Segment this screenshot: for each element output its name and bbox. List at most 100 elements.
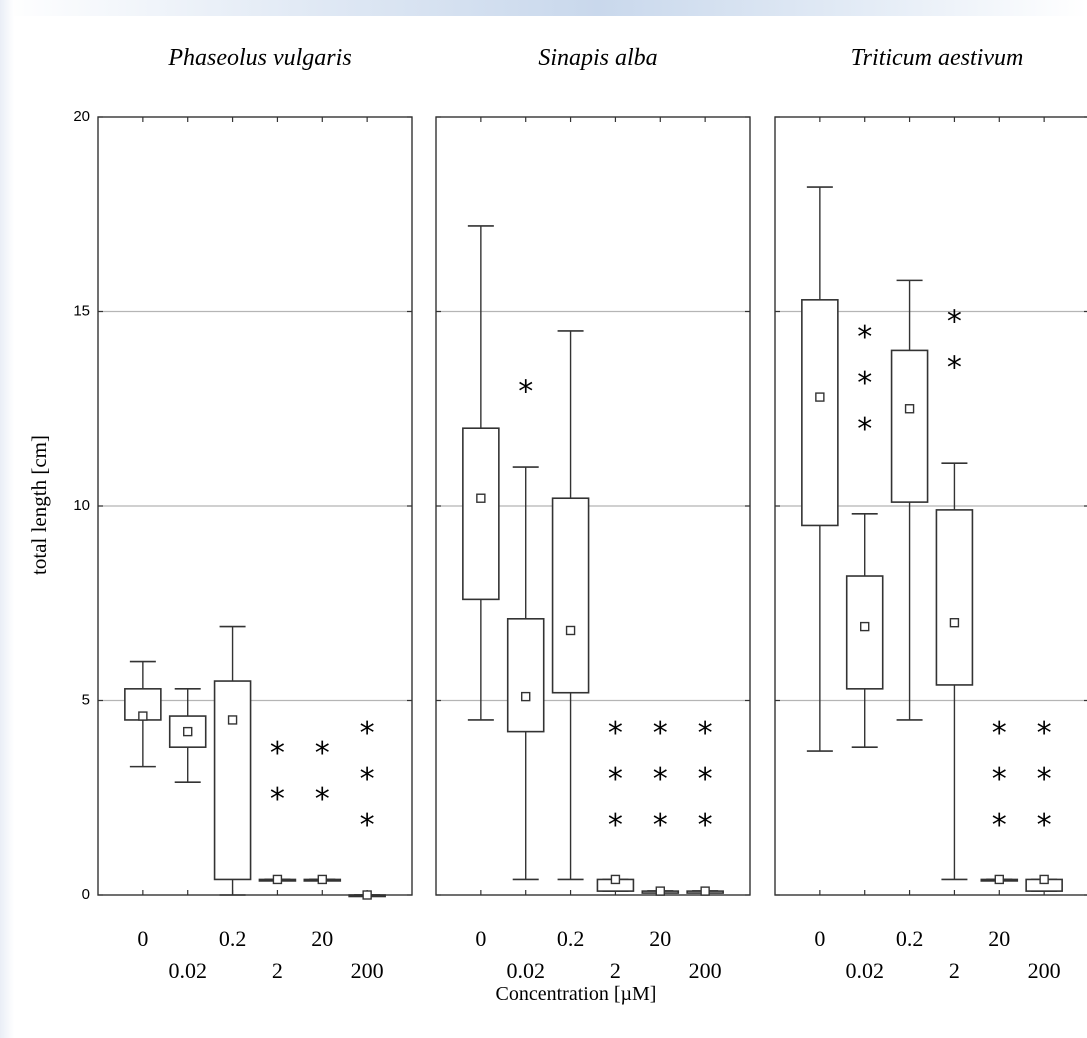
median-marker [227, 715, 238, 725]
median-marker [476, 493, 486, 503]
x-axis-label: Concentration [µM] [496, 983, 657, 1005]
x-tick-label: 0.2 [219, 926, 247, 951]
significance-star: * [518, 375, 533, 410]
y-axis-label: total length [cm] [27, 435, 51, 575]
iqr-box [551, 497, 590, 694]
panel-title: Sinapis alba [538, 45, 657, 71]
box-200 [1025, 874, 1063, 892]
median-marker [317, 874, 327, 885]
significance-star: * [653, 808, 668, 843]
panel-title: Phaseolus vulgaris [167, 45, 351, 71]
x-tick-label: 200 [1028, 958, 1061, 983]
significance-star: * [653, 716, 668, 751]
median-marker [860, 621, 870, 632]
x-tick-label: 0.02 [168, 958, 207, 983]
iqr-box [890, 349, 929, 503]
x-tick-label: 20 [311, 926, 333, 951]
significance-star: * [1037, 762, 1052, 797]
x-tick-label: 0.02 [506, 958, 545, 983]
box-200 [686, 886, 724, 896]
median-marker [815, 392, 825, 402]
x-tick-label: 0 [814, 926, 825, 951]
box-200 [348, 890, 386, 900]
significance-star: * [698, 762, 713, 797]
box-0 [801, 186, 839, 752]
median-marker [362, 890, 372, 900]
significance-star: * [608, 716, 623, 751]
x-tick-label: 200 [689, 958, 722, 983]
box-0.2 [890, 279, 929, 721]
median-marker [272, 874, 283, 885]
panel-3: Triticum aestivum 0 0.02 * * * 0.2 2 * * 20 * * * 200 *… [774, 45, 1087, 983]
top-gradient-band [0, 0, 1087, 16]
x-tick-label: 0.2 [896, 926, 924, 951]
left-edge-shade [0, 0, 14, 1038]
iqr-box [462, 427, 500, 601]
median-marker [565, 625, 576, 636]
significance-star: * [992, 716, 1007, 751]
x-tick-label: 2 [949, 958, 960, 983]
median-marker [1039, 874, 1049, 885]
median-marker [183, 726, 193, 737]
median-marker [138, 711, 148, 721]
median-marker [904, 404, 915, 414]
median-marker [994, 874, 1004, 885]
significance-star: * [857, 320, 872, 355]
significance-star: * [315, 782, 330, 817]
box-0.02 [845, 512, 884, 748]
significance-star: * [857, 412, 872, 447]
median-marker [655, 886, 665, 896]
significance-star: * [315, 736, 330, 771]
x-tick-label: 0 [475, 926, 486, 951]
x-tick-label: 200 [351, 958, 384, 983]
x-tick-label: 0.2 [557, 926, 585, 951]
significance-star: * [947, 305, 962, 340]
panel-1: Phaseolus vulgaris 0 5 10 15 200 0.02 0.2 2 * * 20 *… [73, 45, 413, 983]
significance-star: * [360, 716, 375, 751]
box-2 [596, 874, 635, 892]
significance-star: * [992, 808, 1007, 843]
significance-star: * [992, 762, 1007, 797]
box-0.02 [168, 688, 207, 783]
median-marker [700, 886, 710, 896]
x-tick-label: 0.02 [845, 958, 884, 983]
x-tick-label: 20 [649, 926, 671, 951]
significance-star: * [608, 808, 623, 843]
x-tick-label: 20 [988, 926, 1010, 951]
box-20 [980, 874, 1019, 885]
significance-star: * [270, 736, 285, 771]
significance-star: * [947, 351, 962, 386]
median-marker [610, 874, 621, 885]
significance-star: * [857, 366, 872, 401]
x-tick-label: 2 [272, 958, 283, 983]
panel-2: Sinapis alba 0 0.02 * 0.2 2 * * * 20 * * * 200 * * * [435, 45, 751, 983]
y-tick-label: 0 [82, 886, 90, 903]
y-tick-label: 5 [82, 691, 90, 708]
box-0.2 [213, 625, 252, 896]
significance-star: * [360, 808, 375, 843]
box-0.2 [551, 330, 590, 881]
iqr-box [506, 618, 545, 733]
median-marker [521, 691, 531, 702]
y-tick-label: 15 [73, 302, 90, 319]
significance-star: * [698, 808, 713, 843]
y-tick-label: 20 [73, 108, 90, 125]
box-20 [641, 886, 680, 896]
x-tick-label: 2 [610, 958, 621, 983]
y-tick-label: 10 [73, 497, 90, 514]
significance-star: * [698, 716, 713, 751]
iqr-box [845, 575, 884, 690]
iqr-box [935, 509, 974, 686]
significance-star: * [360, 762, 375, 797]
significance-star: * [1037, 808, 1052, 843]
significance-star: * [270, 782, 285, 817]
box-0 [124, 660, 162, 768]
box-20 [303, 874, 342, 885]
iqr-box [801, 299, 839, 527]
panel-title: Triticum aestivum [851, 45, 1024, 71]
box-2 [258, 874, 297, 885]
median-marker [949, 618, 960, 628]
significance-star: * [608, 762, 623, 797]
significance-star: * [653, 762, 668, 797]
